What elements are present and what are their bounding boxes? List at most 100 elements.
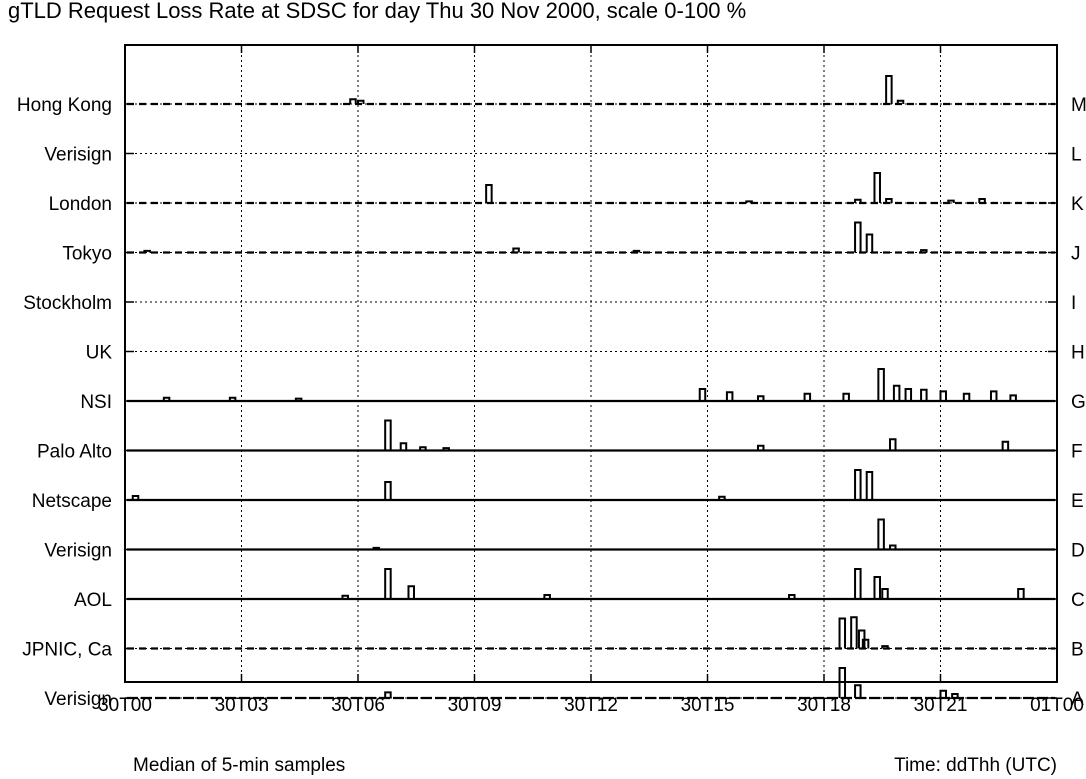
loss-spike bbox=[842, 392, 850, 401]
loss-spike bbox=[407, 585, 415, 599]
loss-spike bbox=[881, 588, 889, 599]
row-letter: E bbox=[1071, 491, 1084, 512]
row-label: NSI bbox=[80, 392, 112, 413]
loss-spike bbox=[162, 396, 171, 401]
loss-spike bbox=[865, 233, 874, 253]
row-letter: M bbox=[1071, 95, 1086, 116]
row-letter: B bbox=[1071, 640, 1084, 661]
loss-spike bbox=[725, 391, 734, 401]
loss-spike bbox=[889, 544, 897, 550]
chart-title: gTLD Request Loss Rate at SDSC for day T… bbox=[8, 0, 746, 23]
loss-spike bbox=[865, 471, 874, 500]
loss-spike bbox=[131, 495, 140, 500]
loss-spike bbox=[962, 392, 971, 401]
loss-spike bbox=[384, 691, 392, 698]
x-axis-title: Time: ddThh (UTC) bbox=[894, 755, 1057, 776]
loss-spike bbox=[442, 447, 450, 451]
row-letter: H bbox=[1071, 343, 1085, 364]
loss-spike bbox=[947, 199, 955, 203]
loss-spike bbox=[892, 384, 901, 401]
loss-spike bbox=[920, 249, 928, 253]
loss-spike bbox=[294, 397, 303, 401]
loss-spike bbox=[885, 198, 893, 203]
row-label: Verisign bbox=[44, 541, 112, 562]
plot-frame bbox=[124, 44, 1058, 683]
loss-spike bbox=[384, 568, 392, 599]
loss-spike bbox=[854, 198, 862, 203]
loss-spike bbox=[384, 481, 392, 500]
row-label: Verisign bbox=[44, 689, 112, 710]
loss-spike bbox=[419, 446, 427, 451]
loss-spike bbox=[881, 645, 889, 649]
loss-spike bbox=[349, 98, 357, 104]
row-letter: L bbox=[1071, 145, 1082, 166]
loss-spike bbox=[838, 617, 847, 649]
loss-spike bbox=[889, 438, 897, 451]
loss-spike bbox=[399, 442, 408, 451]
x-tick-label: 30T12 bbox=[564, 695, 618, 716]
x-tick-label: 30T09 bbox=[448, 695, 502, 716]
loss-spike bbox=[718, 495, 726, 500]
row-label: London bbox=[49, 194, 112, 215]
loss-spike bbox=[854, 221, 862, 253]
loss-spike bbox=[485, 184, 493, 203]
x-tick-label: 30T15 bbox=[681, 695, 735, 716]
loss-spike bbox=[989, 390, 998, 401]
loss-spike bbox=[512, 247, 520, 253]
loss-spike bbox=[341, 594, 349, 599]
loss-spike bbox=[788, 594, 796, 599]
loss-spike bbox=[384, 419, 392, 451]
row-label: JPNIC, Ca bbox=[22, 640, 112, 661]
loss-spike bbox=[885, 75, 893, 104]
row-letter: K bbox=[1071, 194, 1084, 215]
loss-spike bbox=[632, 249, 641, 253]
row-label: Palo Alto bbox=[37, 442, 112, 463]
row-label: Stockholm bbox=[23, 293, 112, 314]
loss-spike bbox=[951, 693, 959, 698]
row-letter: F bbox=[1071, 442, 1083, 463]
y-axis-labels: Hong Kong M Verisign L London K Tokyo J Stockhol… bbox=[17, 95, 1086, 710]
loss-spike bbox=[978, 198, 986, 203]
loss-spike bbox=[854, 684, 862, 698]
loss-spike bbox=[939, 689, 947, 698]
loss-spike bbox=[920, 388, 928, 401]
row-label: Netscape bbox=[32, 491, 112, 512]
row-label: UK bbox=[86, 343, 113, 364]
x-tick-label: 30T00 bbox=[98, 695, 152, 716]
loss-spike bbox=[756, 444, 765, 451]
loss-spike bbox=[854, 568, 862, 599]
loss-spike bbox=[873, 576, 881, 599]
loss-spike bbox=[1009, 394, 1017, 401]
loss-spike bbox=[896, 99, 905, 104]
loss-spike bbox=[357, 99, 365, 104]
x-axis-labels: 30T00 30T03 30T06 30T09 30T12 30T15 30T18 30T21… bbox=[98, 695, 1084, 716]
loss-spike bbox=[873, 172, 881, 203]
row-letter: A bbox=[1071, 689, 1084, 710]
data-traces bbox=[127, 75, 1055, 700]
row-letter: G bbox=[1071, 392, 1086, 413]
loss-spike bbox=[850, 616, 858, 649]
loss-spike bbox=[745, 200, 753, 203]
loss-spike bbox=[698, 388, 707, 401]
loss-spike bbox=[1001, 440, 1010, 451]
x-tick-label: 30T06 bbox=[331, 695, 385, 716]
x-tick-label: 01T00 bbox=[1030, 695, 1084, 716]
loss-spike bbox=[939, 390, 947, 401]
row-label: Verisign bbox=[44, 145, 112, 166]
row-label: Tokyo bbox=[62, 244, 112, 265]
x-tick-label: 30T18 bbox=[797, 695, 851, 716]
loss-spike bbox=[877, 518, 885, 550]
x-tick-label: 30T03 bbox=[215, 695, 269, 716]
loss-spike bbox=[861, 638, 870, 649]
row-label: Hong Kong bbox=[17, 95, 112, 116]
row-letter: J bbox=[1071, 244, 1081, 265]
row-letter: D bbox=[1071, 541, 1085, 562]
loss-spike bbox=[904, 388, 913, 401]
loss-spike bbox=[756, 395, 765, 401]
loss-spike bbox=[228, 396, 237, 401]
x-tick-label: 30T21 bbox=[914, 695, 968, 716]
loss-spike bbox=[803, 392, 812, 401]
loss-spike bbox=[372, 546, 381, 550]
loss-spike bbox=[854, 469, 862, 500]
